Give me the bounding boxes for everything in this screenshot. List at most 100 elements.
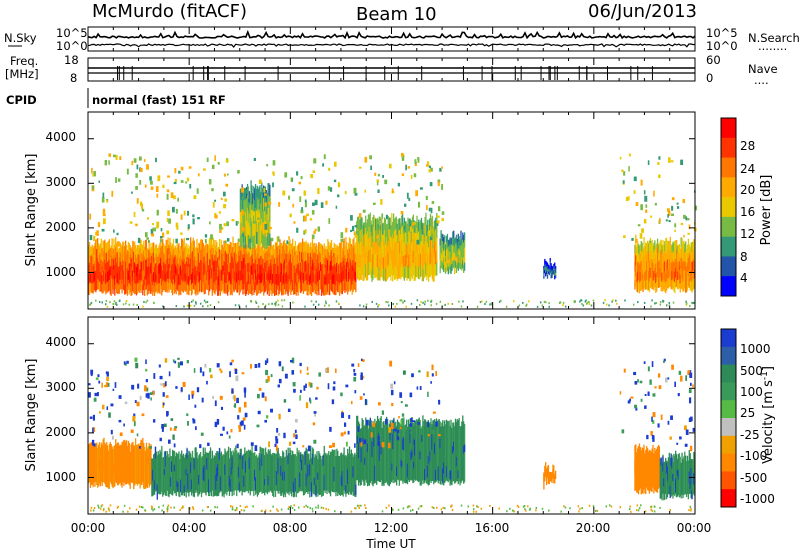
echo-cell [680, 237, 682, 249]
echo-cell [394, 428, 397, 432]
echo-cell [652, 271, 654, 281]
echo-cell [244, 283, 246, 294]
echo-cell [216, 363, 220, 368]
echo-cell [273, 267, 276, 278]
echo-cell [278, 244, 280, 256]
echo-cell [250, 246, 252, 257]
echo-cell [323, 474, 325, 491]
echo-cell [221, 455, 223, 497]
echo-cell [357, 241, 360, 255]
echo-cell [356, 241, 359, 255]
echo-cell [274, 284, 277, 296]
echo-cell [154, 263, 157, 274]
echo-cell [670, 160, 674, 163]
echo-cell [637, 281, 639, 293]
echo-cell [269, 273, 271, 285]
echo-cell [225, 159, 229, 163]
echo-cell [291, 262, 293, 273]
echo-cell [123, 504, 126, 507]
echo-cell [227, 264, 229, 276]
echo-cell [186, 237, 190, 241]
echo-cell [418, 231, 420, 244]
echo-cell [392, 262, 395, 276]
echo-cell [268, 451, 270, 493]
echo-cell [192, 508, 195, 511]
echo-cell [400, 299, 403, 302]
echo-cell [461, 263, 463, 271]
echo-cell [314, 255, 316, 266]
echo-cell [184, 264, 186, 274]
echo-cell [545, 272, 547, 277]
echo-cell [353, 278, 355, 290]
echo-cell [88, 283, 91, 295]
echo-cell [104, 159, 108, 166]
echo-cell [94, 392, 98, 397]
echo-cell [189, 451, 191, 493]
echo-cell [370, 231, 372, 244]
echo-cell [463, 242, 465, 251]
echo-cell [90, 255, 93, 266]
colorbar-segment [721, 329, 736, 348]
echo-cell [117, 275, 120, 285]
echo-cell [297, 452, 299, 494]
echo-cell [681, 258, 683, 270]
echo-cell [368, 226, 370, 240]
echo-cell [170, 456, 172, 495]
echo-cell [625, 196, 629, 202]
echo-cell [417, 507, 420, 510]
echo-cell [425, 250, 427, 264]
echo-cell [588, 504, 591, 507]
echo-cell [644, 510, 647, 513]
echo-cell [672, 269, 674, 280]
echo-cell [675, 268, 677, 279]
echo-cell [367, 226, 370, 239]
echo-cell [335, 257, 337, 268]
echo-cell [354, 271, 356, 282]
echo-cell [89, 255, 92, 266]
echo-cell [173, 450, 176, 494]
echo-cell [99, 447, 102, 487]
echo-cell [645, 270, 647, 281]
echo-cell [668, 277, 671, 288]
echo-cell [212, 279, 214, 291]
echo-cell [122, 260, 124, 271]
echo-cell [190, 274, 193, 285]
echo-cell [131, 384, 135, 390]
echo-cell [286, 274, 288, 285]
echo-cell [178, 253, 180, 265]
power-colorbar-frame [720, 117, 737, 297]
echo-cell [420, 252, 423, 265]
echo-cell [527, 505, 529, 508]
echo-cell [352, 260, 354, 272]
echo-cell [95, 231, 97, 236]
echo-cell [312, 272, 315, 283]
echo-cell [170, 261, 172, 272]
echo-cell [687, 218, 690, 221]
echo-cell [190, 300, 193, 303]
echo-cell [218, 269, 221, 281]
echo-cell [317, 504, 320, 507]
echo-cell [651, 361, 654, 368]
echo-cell [681, 238, 683, 249]
echo-cell [319, 252, 321, 262]
echo-cell [669, 276, 671, 287]
echo-cell [379, 225, 381, 237]
echo-cell [91, 273, 93, 284]
echo-cell [554, 262, 556, 267]
echo-cell [309, 464, 311, 476]
echo-cell [376, 420, 378, 485]
echo-cell [545, 261, 548, 265]
echo-cell [669, 509, 672, 512]
echo-cell [264, 262, 267, 273]
echo-cell [349, 238, 352, 250]
echo-cell [311, 280, 314, 292]
echo-cell [271, 455, 273, 493]
echo-cell [193, 240, 195, 251]
echo-cell [225, 451, 227, 493]
echo-cell [547, 264, 550, 267]
echo-cell [303, 215, 307, 222]
echo-cell [374, 265, 376, 279]
echo-cell [243, 424, 246, 430]
echo-cell [200, 281, 203, 293]
echo-cell [278, 264, 280, 275]
